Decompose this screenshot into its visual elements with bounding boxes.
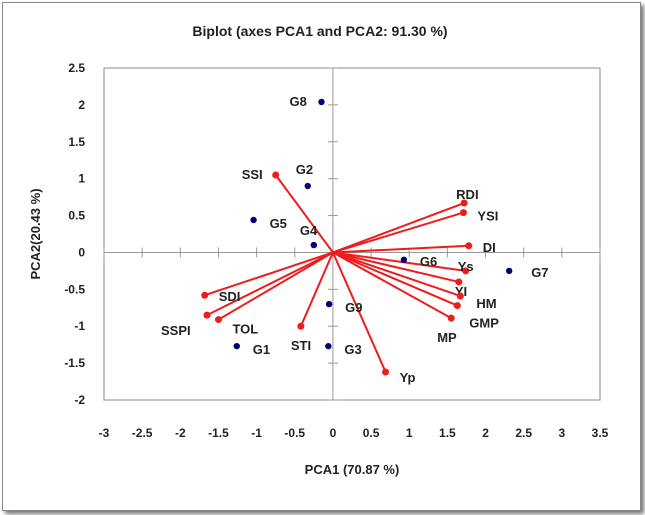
observation-label: G5 [270, 216, 287, 231]
variable-label: HM [476, 296, 496, 311]
observation-point [318, 98, 325, 106]
variable-vector [206, 251, 334, 317]
observation-point [325, 342, 332, 350]
variable-endpoint [447, 314, 455, 322]
variable-endpoint [214, 316, 222, 324]
variable-endpoint [459, 209, 467, 217]
x-tick-label: 2.5 [515, 426, 532, 440]
x-tick-label: 1 [406, 426, 413, 440]
variable-vector [204, 251, 334, 297]
y-tick-label: 1.5 [68, 135, 85, 149]
observation-point [304, 182, 311, 190]
y-tick-label: -1 [74, 319, 85, 333]
variable-label: Yp [400, 370, 416, 385]
y-tick-label: 2 [78, 98, 85, 112]
observation-label: G2 [296, 162, 313, 177]
variable-vector [332, 251, 461, 297]
x-tick-label: 2 [482, 426, 489, 440]
y-tick-label: -0.5 [64, 282, 85, 296]
observation-label: G7 [531, 265, 548, 280]
plot-area [103, 67, 601, 401]
y-tick-label: 0.5 [68, 209, 85, 223]
variable-label: DI [483, 240, 496, 255]
variable-vector [332, 202, 465, 254]
observation-label: G1 [253, 342, 270, 357]
observation-label: G3 [344, 342, 361, 357]
observation-point [400, 256, 408, 264]
observation-point [505, 267, 513, 275]
x-tick-label: -1.5 [208, 426, 229, 440]
variable-label: STI [291, 338, 311, 353]
variable-label: YSI [477, 209, 498, 224]
observation-label: G6 [420, 254, 437, 269]
y-tick-label: 0 [78, 245, 85, 259]
x-tick-label: -2.5 [132, 426, 153, 440]
y-tick-label: 1 [78, 172, 85, 186]
x-tick-label: -0.5 [284, 426, 305, 440]
variable-vector [332, 251, 452, 319]
variable-endpoint [297, 322, 305, 330]
variable-vector [332, 211, 464, 254]
x-tick-label: 3 [559, 426, 566, 440]
observation-point [325, 300, 333, 308]
variable-label: MP [437, 330, 457, 345]
variable-endpoint [203, 311, 211, 319]
variable-label: SDI [219, 289, 241, 304]
variable-label: SSI [242, 167, 263, 182]
variable-endpoint [382, 368, 390, 376]
variable-endpoint [465, 242, 473, 250]
y-tick-label: -1.5 [64, 356, 85, 370]
variable-label: GMP [469, 316, 499, 331]
variable-endpoint [456, 292, 464, 300]
variable-vector [274, 174, 334, 254]
x-tick-label: 0.5 [363, 426, 380, 440]
observation-label: G8 [289, 94, 306, 109]
variable-endpoint [201, 291, 209, 299]
variable-endpoint [272, 171, 280, 179]
x-tick-label: -3 [99, 426, 110, 440]
variable-vector [217, 251, 334, 321]
observation-point [310, 241, 318, 249]
chart-title: Biplot (axes PCA1 and PCA2: 91.30 %) [192, 23, 447, 39]
variable-endpoint [453, 302, 461, 310]
x-tick-label: 1.5 [439, 426, 456, 440]
observation-label: G9 [345, 300, 362, 315]
y-axis-label: PCA2(20.43 %) [28, 188, 43, 279]
observation-label: G4 [300, 223, 318, 238]
y-tick-label: 2.5 [68, 61, 85, 75]
variable-label: SSPI [161, 323, 191, 338]
observation-point [250, 216, 257, 224]
y-tick-label: -2 [74, 393, 85, 407]
observation-point [233, 342, 240, 350]
variable-label: Ys [458, 259, 474, 274]
variable-vector [332, 252, 387, 373]
x-tick-label: 3.5 [592, 426, 609, 440]
x-axis-label: PCA1 (70.87 %) [305, 462, 400, 477]
variable-label: RDI [456, 187, 478, 202]
variable-vector [299, 252, 334, 327]
variable-vector [332, 251, 466, 272]
variable-label: TOL [232, 322, 258, 337]
variable-vector [332, 244, 469, 254]
variable-endpoint [460, 199, 468, 207]
x-tick-label: 0 [330, 426, 337, 440]
x-tick-label: -1 [251, 426, 262, 440]
variable-endpoint [462, 267, 470, 275]
variable-vector [332, 251, 458, 307]
x-tick-label: -2 [175, 426, 186, 440]
variable-endpoint [455, 278, 463, 286]
variable-vector [332, 251, 460, 283]
